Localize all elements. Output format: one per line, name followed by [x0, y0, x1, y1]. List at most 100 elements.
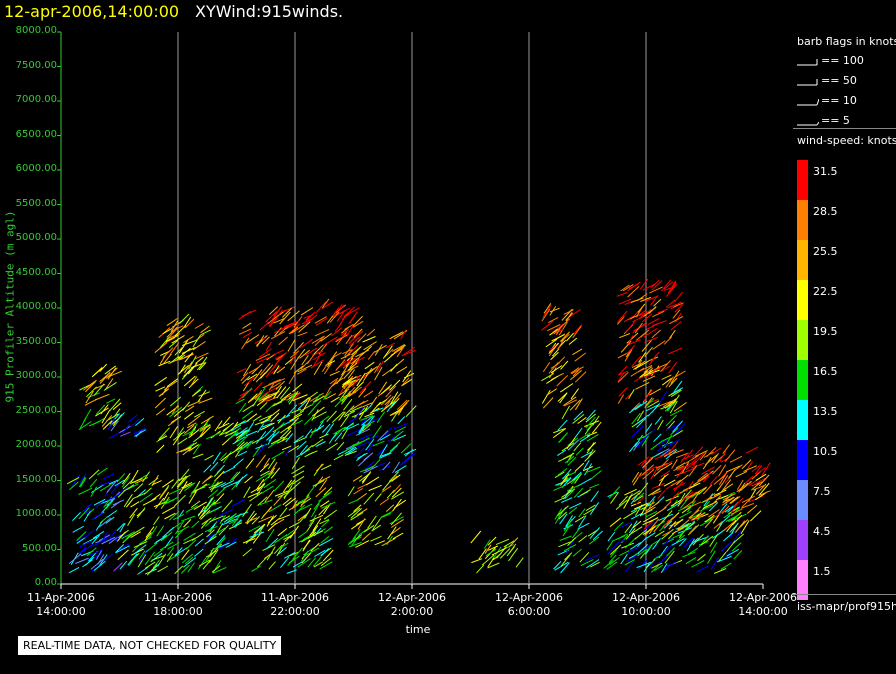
wind-barb — [218, 508, 234, 517]
wind-barb — [213, 493, 225, 505]
wind-barb — [641, 340, 652, 352]
wind-barb — [351, 521, 362, 530]
wind-barb — [188, 491, 197, 504]
wind-barb — [724, 505, 734, 513]
wind-barb — [244, 475, 253, 484]
wind-barb — [301, 318, 312, 325]
wind-barb — [589, 502, 600, 515]
wind-barb — [305, 547, 320, 557]
wind-barb — [607, 531, 616, 542]
wind-barb — [572, 548, 582, 557]
wind-barb — [241, 337, 250, 350]
wind-barb — [183, 361, 193, 374]
wind-barb — [592, 530, 604, 541]
wind-barb — [144, 531, 152, 542]
wind-barb — [268, 381, 276, 391]
wind-barb — [701, 466, 715, 475]
wind-barb — [648, 306, 657, 315]
wind-barb — [720, 479, 732, 493]
wind-barb — [379, 444, 388, 458]
wind-barb — [271, 382, 281, 389]
wind-barb — [258, 393, 268, 401]
wind-barb — [562, 468, 572, 480]
wind-barb — [275, 422, 285, 431]
wind-barb — [174, 494, 186, 507]
wind-barb — [574, 371, 587, 383]
wind-barb — [672, 309, 681, 319]
wind-barb — [623, 495, 632, 509]
wind-barb — [357, 333, 367, 343]
wind-barb — [675, 462, 686, 469]
wind-barb — [291, 465, 305, 475]
wind-barb — [564, 455, 575, 464]
barb-legend-label: == 100 — [821, 54, 864, 67]
wind-barb — [636, 417, 647, 429]
wind-barb — [123, 493, 133, 508]
wind-barb — [618, 365, 628, 376]
wind-barb — [76, 531, 87, 541]
wind-barb — [291, 324, 305, 334]
wind-barb — [619, 521, 631, 529]
wind-barb — [297, 558, 311, 568]
wind-barb — [99, 498, 113, 505]
wind-barb — [651, 490, 662, 496]
wind-barb — [313, 344, 324, 355]
wind-barb — [92, 530, 105, 539]
wind-barb — [652, 483, 665, 490]
wind-barb — [670, 409, 683, 417]
wind-barb — [278, 514, 291, 520]
wind-barb — [682, 461, 690, 473]
wind-barb — [100, 482, 114, 492]
wind-barb — [640, 296, 652, 302]
wind-barb — [361, 402, 373, 408]
wind-barb — [163, 491, 170, 502]
wind-barb — [121, 531, 136, 540]
wind-barb — [657, 419, 664, 430]
speed-color-swatch — [797, 240, 808, 280]
wind-barb — [315, 317, 328, 326]
wind-barb — [385, 504, 395, 512]
wind-barb — [350, 511, 364, 521]
wind-barb — [348, 314, 356, 325]
wind-barb — [266, 396, 278, 402]
wind-barb — [398, 399, 410, 411]
wind-barb — [246, 510, 256, 523]
wind-barb — [320, 332, 332, 342]
wind-barb — [370, 401, 381, 414]
wind-barb — [351, 386, 363, 395]
wind-barb — [100, 503, 110, 514]
wind-barb — [144, 561, 156, 569]
wind-barb — [117, 549, 129, 561]
wind-barb — [344, 379, 357, 386]
wind-barb — [358, 473, 370, 482]
wind-barb — [478, 548, 487, 560]
wind-barb — [348, 536, 362, 544]
wind-barb — [685, 458, 698, 468]
wind-barb — [703, 493, 714, 507]
wind-barb — [296, 440, 307, 450]
wind-barb — [220, 479, 235, 488]
wind-barb — [393, 346, 403, 354]
wind-barb — [329, 377, 339, 385]
wind-barb — [318, 537, 334, 547]
wind-barb — [318, 506, 328, 516]
wind-barb — [254, 337, 266, 344]
wind-barb — [221, 518, 237, 526]
wind-barb — [79, 417, 87, 429]
wind-barb — [733, 550, 743, 560]
wind-barb — [161, 506, 176, 515]
wind-barb — [127, 553, 138, 566]
wind-barb — [323, 363, 332, 375]
wind-barb — [184, 556, 194, 565]
wind-barb — [662, 519, 670, 529]
wind-barb — [345, 334, 353, 345]
wind-barb — [184, 352, 193, 363]
wind-barb — [204, 497, 214, 510]
wind-barb — [171, 478, 180, 489]
wind-barb — [83, 511, 91, 522]
wind-barb — [740, 520, 750, 535]
wind-barb — [485, 548, 497, 557]
wind-barb — [288, 326, 299, 335]
wind-barb — [302, 397, 311, 411]
wind-barb — [559, 477, 569, 487]
